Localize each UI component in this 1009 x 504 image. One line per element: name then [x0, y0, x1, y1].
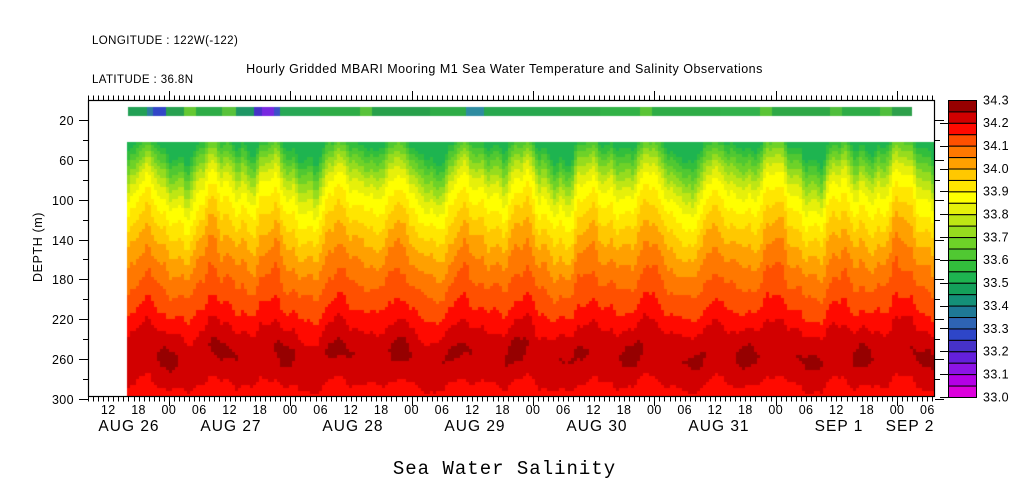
x-hour-label: 00: [890, 403, 905, 417]
x-hour-label: 00: [283, 403, 298, 417]
colorbar-cell: [948, 134, 977, 147]
y-depth-label: 140: [52, 234, 74, 248]
x-hour-label: 18: [859, 403, 874, 417]
x-hour-label: 06: [677, 403, 692, 417]
colorbar-label: 34.25: [983, 116, 1009, 130]
colorbar-cell: [948, 328, 977, 341]
colorbar-label: 33.55: [983, 276, 1009, 290]
x-date-label: SEP 1: [815, 418, 864, 435]
colorbar-cell: [948, 237, 977, 250]
x-hour-label: 06: [435, 403, 450, 417]
colorbar-cell: [948, 362, 977, 376]
x-hour-label: 12: [829, 403, 844, 417]
x-date-label: AUG 27: [200, 418, 261, 435]
colorbar-label: 33.95: [983, 185, 1009, 199]
colorbar-cell: [948, 179, 977, 193]
x-date-label: AUG 30: [566, 418, 627, 435]
x-date-label: AUG 26: [98, 418, 159, 435]
colorbar-label: 34.05: [983, 162, 1009, 176]
x-date-label: SEP 2: [886, 418, 935, 435]
y-depth-label: 100: [52, 194, 74, 208]
plot-title: Hourly Gridded MBARI Mooring M1 Sea Wate…: [246, 62, 763, 76]
colorbar-cell: [948, 271, 977, 284]
y-depth-label: 220: [52, 313, 74, 327]
x-hour-label: 06: [799, 403, 814, 417]
colorbar-cell: [948, 351, 977, 364]
colorbar-cell: [948, 282, 977, 296]
colorbar-cell: [948, 145, 977, 159]
colorbar-cell: [948, 100, 977, 113]
colorbar-label: 33.45: [983, 299, 1009, 313]
x-hour-label: 12: [586, 403, 601, 417]
colorbar-label: 34.35: [983, 93, 1009, 107]
colorbar-cell: [948, 248, 977, 261]
colorbar-cell: [948, 305, 977, 319]
colorbar-cell: [948, 111, 977, 124]
x-hour-label: 18: [495, 403, 510, 417]
colorbar-cell: [948, 317, 977, 330]
header-latitude: LATITUDE : 36.8N: [92, 74, 194, 86]
x-hour-label: 18: [374, 403, 389, 417]
y-depth-label: 300: [52, 393, 74, 407]
colorbar-cell: [948, 191, 977, 204]
colorbar-label: 33.35: [983, 322, 1009, 336]
colorbar-label: 34.15: [983, 139, 1009, 153]
y-depth-label: 260: [52, 353, 74, 367]
colorbar-cell: [948, 202, 977, 216]
colorbar-label: 33.85: [983, 208, 1009, 222]
colorbar-cell: [948, 157, 977, 170]
x-hour-label: 12: [222, 403, 237, 417]
figure-caption: Sea Water Salinity: [392, 458, 617, 480]
x-hour-label: 00: [647, 403, 662, 417]
colorbar-label: 33.15: [983, 367, 1009, 381]
x-hour-label: 00: [768, 403, 783, 417]
colorbar-cell: [948, 214, 977, 227]
x-date-label: AUG 28: [322, 418, 383, 435]
colorbar-label: 33.75: [983, 230, 1009, 244]
colorbar-label: 33.65: [983, 253, 1009, 267]
y-depth-label: 60: [59, 154, 74, 168]
x-hour-label: 06: [556, 403, 571, 417]
colorbar-cell: [948, 225, 977, 239]
colorbar-cell: [948, 168, 977, 181]
x-hour-label: 00: [404, 403, 419, 417]
x-date-label: AUG 29: [444, 418, 505, 435]
y-depth-label: 20: [59, 114, 74, 128]
colorbar-cell: [948, 294, 977, 307]
colorbar-cell: [948, 385, 977, 399]
x-hour-label: 18: [131, 403, 146, 417]
colorbar-label: 33.05: [983, 390, 1009, 404]
x-hour-label: 00: [162, 403, 177, 417]
x-hour-label: 06: [920, 403, 935, 417]
plot-frame: [87, 99, 936, 398]
colorbar-cell: [948, 374, 977, 387]
x-hour-label: 06: [192, 403, 207, 417]
colorbar-label: 33.25: [983, 345, 1009, 359]
colorbar-cell: [948, 259, 977, 273]
colorbar-cell: [948, 339, 977, 353]
y-depth-label: 180: [52, 273, 74, 287]
x-hour-label: 12: [101, 403, 116, 417]
contour-plot-canvas: [88, 100, 935, 397]
x-hour-label: 18: [617, 403, 632, 417]
x-hour-label: 18: [253, 403, 268, 417]
x-date-label: AUG 31: [688, 418, 749, 435]
x-hour-label: 12: [465, 403, 480, 417]
x-hour-label: 12: [708, 403, 723, 417]
colorbar-cell: [948, 122, 977, 136]
header-longitude: LONGITUDE : 122W(-122): [92, 35, 239, 47]
x-hour-label: 12: [344, 403, 359, 417]
x-hour-label: 18: [738, 403, 753, 417]
x-hour-label: 00: [526, 403, 541, 417]
x-hour-label: 06: [313, 403, 328, 417]
